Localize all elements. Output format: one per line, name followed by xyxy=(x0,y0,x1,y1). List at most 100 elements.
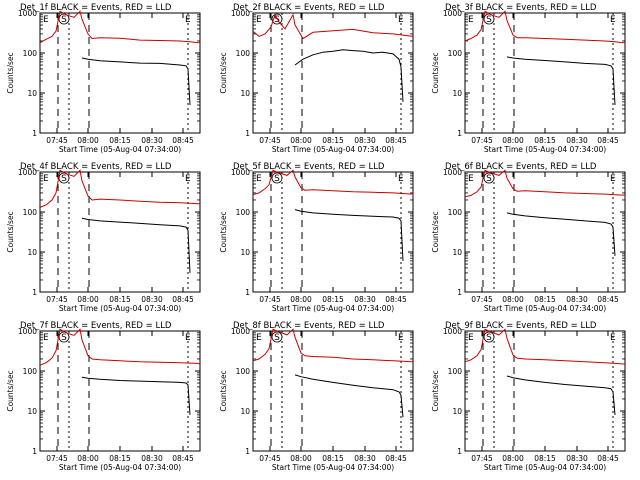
y-tick-label: 1 xyxy=(457,129,462,138)
x-tick-label: 08:00 xyxy=(77,136,99,145)
x-tick-label: 08:30 xyxy=(141,295,163,304)
x-tick-label: 08:30 xyxy=(566,136,588,145)
panel-title: Det_4f BLACK = Events, RED = LLD xyxy=(20,162,172,172)
x-axis-label: Start Time (05-Aug-04 07:34:00) xyxy=(272,145,394,154)
x-axis-label: Start Time (05-Aug-04 07:34:00) xyxy=(59,145,181,154)
y-tick-label: 100 xyxy=(448,367,463,376)
end-marker-label: E xyxy=(185,333,191,343)
end-marker-label: E xyxy=(468,174,474,184)
y-tick-label: 1000 xyxy=(443,168,462,177)
y-tick-label: 1 xyxy=(457,447,462,456)
start-marker-label: S xyxy=(486,333,492,343)
x-axis-label: Start Time (05-Aug-04 07:34:00) xyxy=(59,463,181,472)
x-axis-label: Start Time (05-Aug-04 07:34:00) xyxy=(484,463,606,472)
y-tick-label: 100 xyxy=(448,49,463,58)
y-tick-label: 10 xyxy=(452,248,462,257)
y-tick-label: 10 xyxy=(240,248,250,257)
detector-panel: Det_8f BLACK = Events, RED = LLD 1 10 100 10… xyxy=(219,321,414,472)
x-tick-label: 07:45 xyxy=(46,454,68,463)
events-series-line xyxy=(294,49,404,102)
lld-series-line xyxy=(39,328,201,366)
x-axis-label: Start Time (05-Aug-04 07:34:00) xyxy=(272,463,394,472)
y-axis-label: Counts/sec xyxy=(219,370,228,411)
y-tick-label: 1 xyxy=(245,288,250,297)
y-tick-label: 10 xyxy=(27,248,37,257)
y-tick-label: 1000 xyxy=(231,9,250,18)
y-tick-label: 10 xyxy=(240,89,250,98)
y-tick-label: 100 xyxy=(236,208,251,217)
end-marker-label: E xyxy=(256,333,262,343)
x-tick-label: 08:15 xyxy=(534,295,556,304)
detector-panel: Det_4f BLACK = Events, RED = LLD 1 10 100 10… xyxy=(6,162,201,313)
end-marker-label: E xyxy=(468,15,474,25)
end-marker-label: E xyxy=(43,333,49,343)
end-marker-label: E xyxy=(398,333,404,343)
y-tick-label: 100 xyxy=(23,49,38,58)
end-marker-label: E xyxy=(468,333,474,343)
lld-series-line xyxy=(464,10,626,44)
y-tick-label: 1 xyxy=(245,129,250,138)
x-tick-label: 08:15 xyxy=(322,454,344,463)
events-series-line xyxy=(506,56,616,106)
start-marker-label: S xyxy=(486,174,492,184)
events-series-line xyxy=(81,376,191,415)
events-series-line xyxy=(294,209,404,261)
detector-panel: Det_5f BLACK = Events, RED = LLD 1 10 100 10… xyxy=(219,162,414,313)
x-tick-label: 08:30 xyxy=(141,454,163,463)
x-tick-label: 08:45 xyxy=(172,454,194,463)
y-tick-label: 1000 xyxy=(18,9,37,18)
x-tick-label: 08:45 xyxy=(597,136,619,145)
y-tick-label: 1000 xyxy=(18,327,37,336)
x-tick-label: 08:45 xyxy=(597,454,619,463)
x-tick-label: 08:45 xyxy=(385,454,407,463)
x-axis-label: Start Time (05-Aug-04 07:34:00) xyxy=(484,145,606,154)
y-tick-label: 1 xyxy=(245,447,250,456)
y-tick-label: 10 xyxy=(452,407,462,416)
x-tick-label: 08:15 xyxy=(322,136,344,145)
y-tick-label: 1000 xyxy=(231,168,250,177)
y-tick-label: 1 xyxy=(457,288,462,297)
y-axis-label: Counts/sec xyxy=(431,52,440,93)
end-marker-label: E xyxy=(185,174,191,184)
x-tick-label: 08:00 xyxy=(290,295,312,304)
y-tick-label: 10 xyxy=(27,89,37,98)
detector-panel: Det_3f BLACK = Events, RED = LLD 1 10 100 10… xyxy=(431,3,626,154)
y-tick-label: 10 xyxy=(452,89,462,98)
lld-series-line xyxy=(39,10,201,44)
x-tick-label: 08:45 xyxy=(385,136,407,145)
panel-title: Det_3f BLACK = Events, RED = LLD xyxy=(445,3,597,13)
y-tick-label: 10 xyxy=(240,407,250,416)
lld-series-line xyxy=(464,169,626,198)
detector-panel: Det_6f BLACK = Events, RED = LLD 1 10 100 10… xyxy=(431,162,626,313)
y-tick-label: 100 xyxy=(23,367,38,376)
detector-panel: Det_7f BLACK = Events, RED = LLD 1 10 100 10… xyxy=(6,321,201,472)
end-marker-label: E xyxy=(185,15,191,25)
y-tick-label: 1 xyxy=(32,129,37,138)
x-tick-label: 08:00 xyxy=(502,454,524,463)
end-marker-label: E xyxy=(43,174,49,184)
x-tick-label: 08:30 xyxy=(141,136,163,145)
panel-title: Det_9f BLACK = Events, RED = LLD xyxy=(445,321,597,331)
start-marker-circle xyxy=(483,331,495,343)
x-tick-label: 07:45 xyxy=(259,295,281,304)
x-tick-label: 08:00 xyxy=(290,454,312,463)
y-tick-label: 100 xyxy=(448,208,463,217)
y-tick-label: 100 xyxy=(236,49,251,58)
y-axis-label: Counts/sec xyxy=(431,370,440,411)
y-axis-label: Counts/sec xyxy=(6,211,15,252)
x-tick-label: 08:30 xyxy=(354,136,376,145)
x-tick-label: 08:00 xyxy=(502,136,524,145)
events-series-line xyxy=(294,374,404,418)
end-marker-label: E xyxy=(398,174,404,184)
lld-series-line xyxy=(252,13,414,40)
y-axis-label: Counts/sec xyxy=(431,211,440,252)
start-marker-label: S xyxy=(61,333,67,343)
y-axis-label: Counts/sec xyxy=(6,370,15,411)
end-marker-label: E xyxy=(256,174,262,184)
x-tick-label: 08:30 xyxy=(354,454,376,463)
y-tick-label: 1000 xyxy=(443,9,462,18)
start-marker-label: S xyxy=(61,174,67,184)
y-tick-label: 100 xyxy=(236,367,251,376)
x-axis-label: Start Time (05-Aug-04 07:34:00) xyxy=(272,304,394,313)
